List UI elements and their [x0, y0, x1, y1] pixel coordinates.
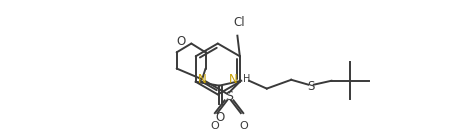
Text: S: S: [225, 90, 233, 103]
Text: O: O: [211, 121, 219, 131]
Text: N: N: [229, 73, 238, 86]
Text: O: O: [239, 121, 248, 131]
Text: H: H: [243, 74, 250, 84]
Text: S: S: [307, 80, 315, 93]
Text: O: O: [216, 111, 225, 124]
Text: N: N: [198, 73, 207, 86]
Text: Cl: Cl: [233, 16, 245, 29]
Text: O: O: [176, 35, 185, 48]
